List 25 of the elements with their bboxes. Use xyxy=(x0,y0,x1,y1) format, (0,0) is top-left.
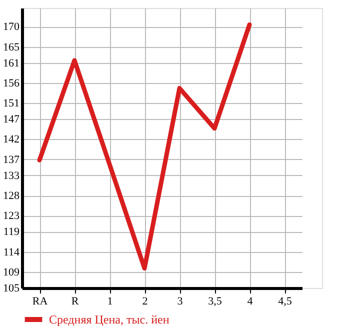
x-tick-label: 1 xyxy=(107,296,113,308)
y-tick-label: 128 xyxy=(3,190,20,202)
x-tick-label: 3,5 xyxy=(208,296,222,308)
y-tick-label: 105 xyxy=(3,282,20,294)
y-tick-label: 133 xyxy=(3,170,20,182)
x-tick-label: R xyxy=(71,296,80,308)
x-tick-label: 4,5 xyxy=(278,296,292,308)
y-tick-label: 123 xyxy=(3,210,20,222)
y-tick-label: 147 xyxy=(3,114,20,126)
y-tick-label: 142 xyxy=(3,134,20,146)
y-tick-label: 109 xyxy=(3,266,20,278)
y-tick-label: 165 xyxy=(3,41,20,54)
y-tick-label: 156 xyxy=(3,77,20,90)
x-tick-label: 4 xyxy=(247,296,254,308)
legend-label: Средняя Цена, тыс. йен xyxy=(49,312,170,326)
y-tick-label: 114 xyxy=(3,246,20,258)
y-tick-label: 161 xyxy=(3,57,20,70)
x-tick-label: RA xyxy=(32,296,48,308)
line-series xyxy=(37,22,252,271)
y-tick-label: 119 xyxy=(3,226,20,238)
y-tick-label: 170 xyxy=(3,21,20,34)
y-tick-label: 137 xyxy=(3,154,20,166)
x-tick-label: 3 xyxy=(177,296,184,308)
y-tick-label: 151 xyxy=(3,98,20,110)
x-tick-label: 2 xyxy=(142,296,148,308)
